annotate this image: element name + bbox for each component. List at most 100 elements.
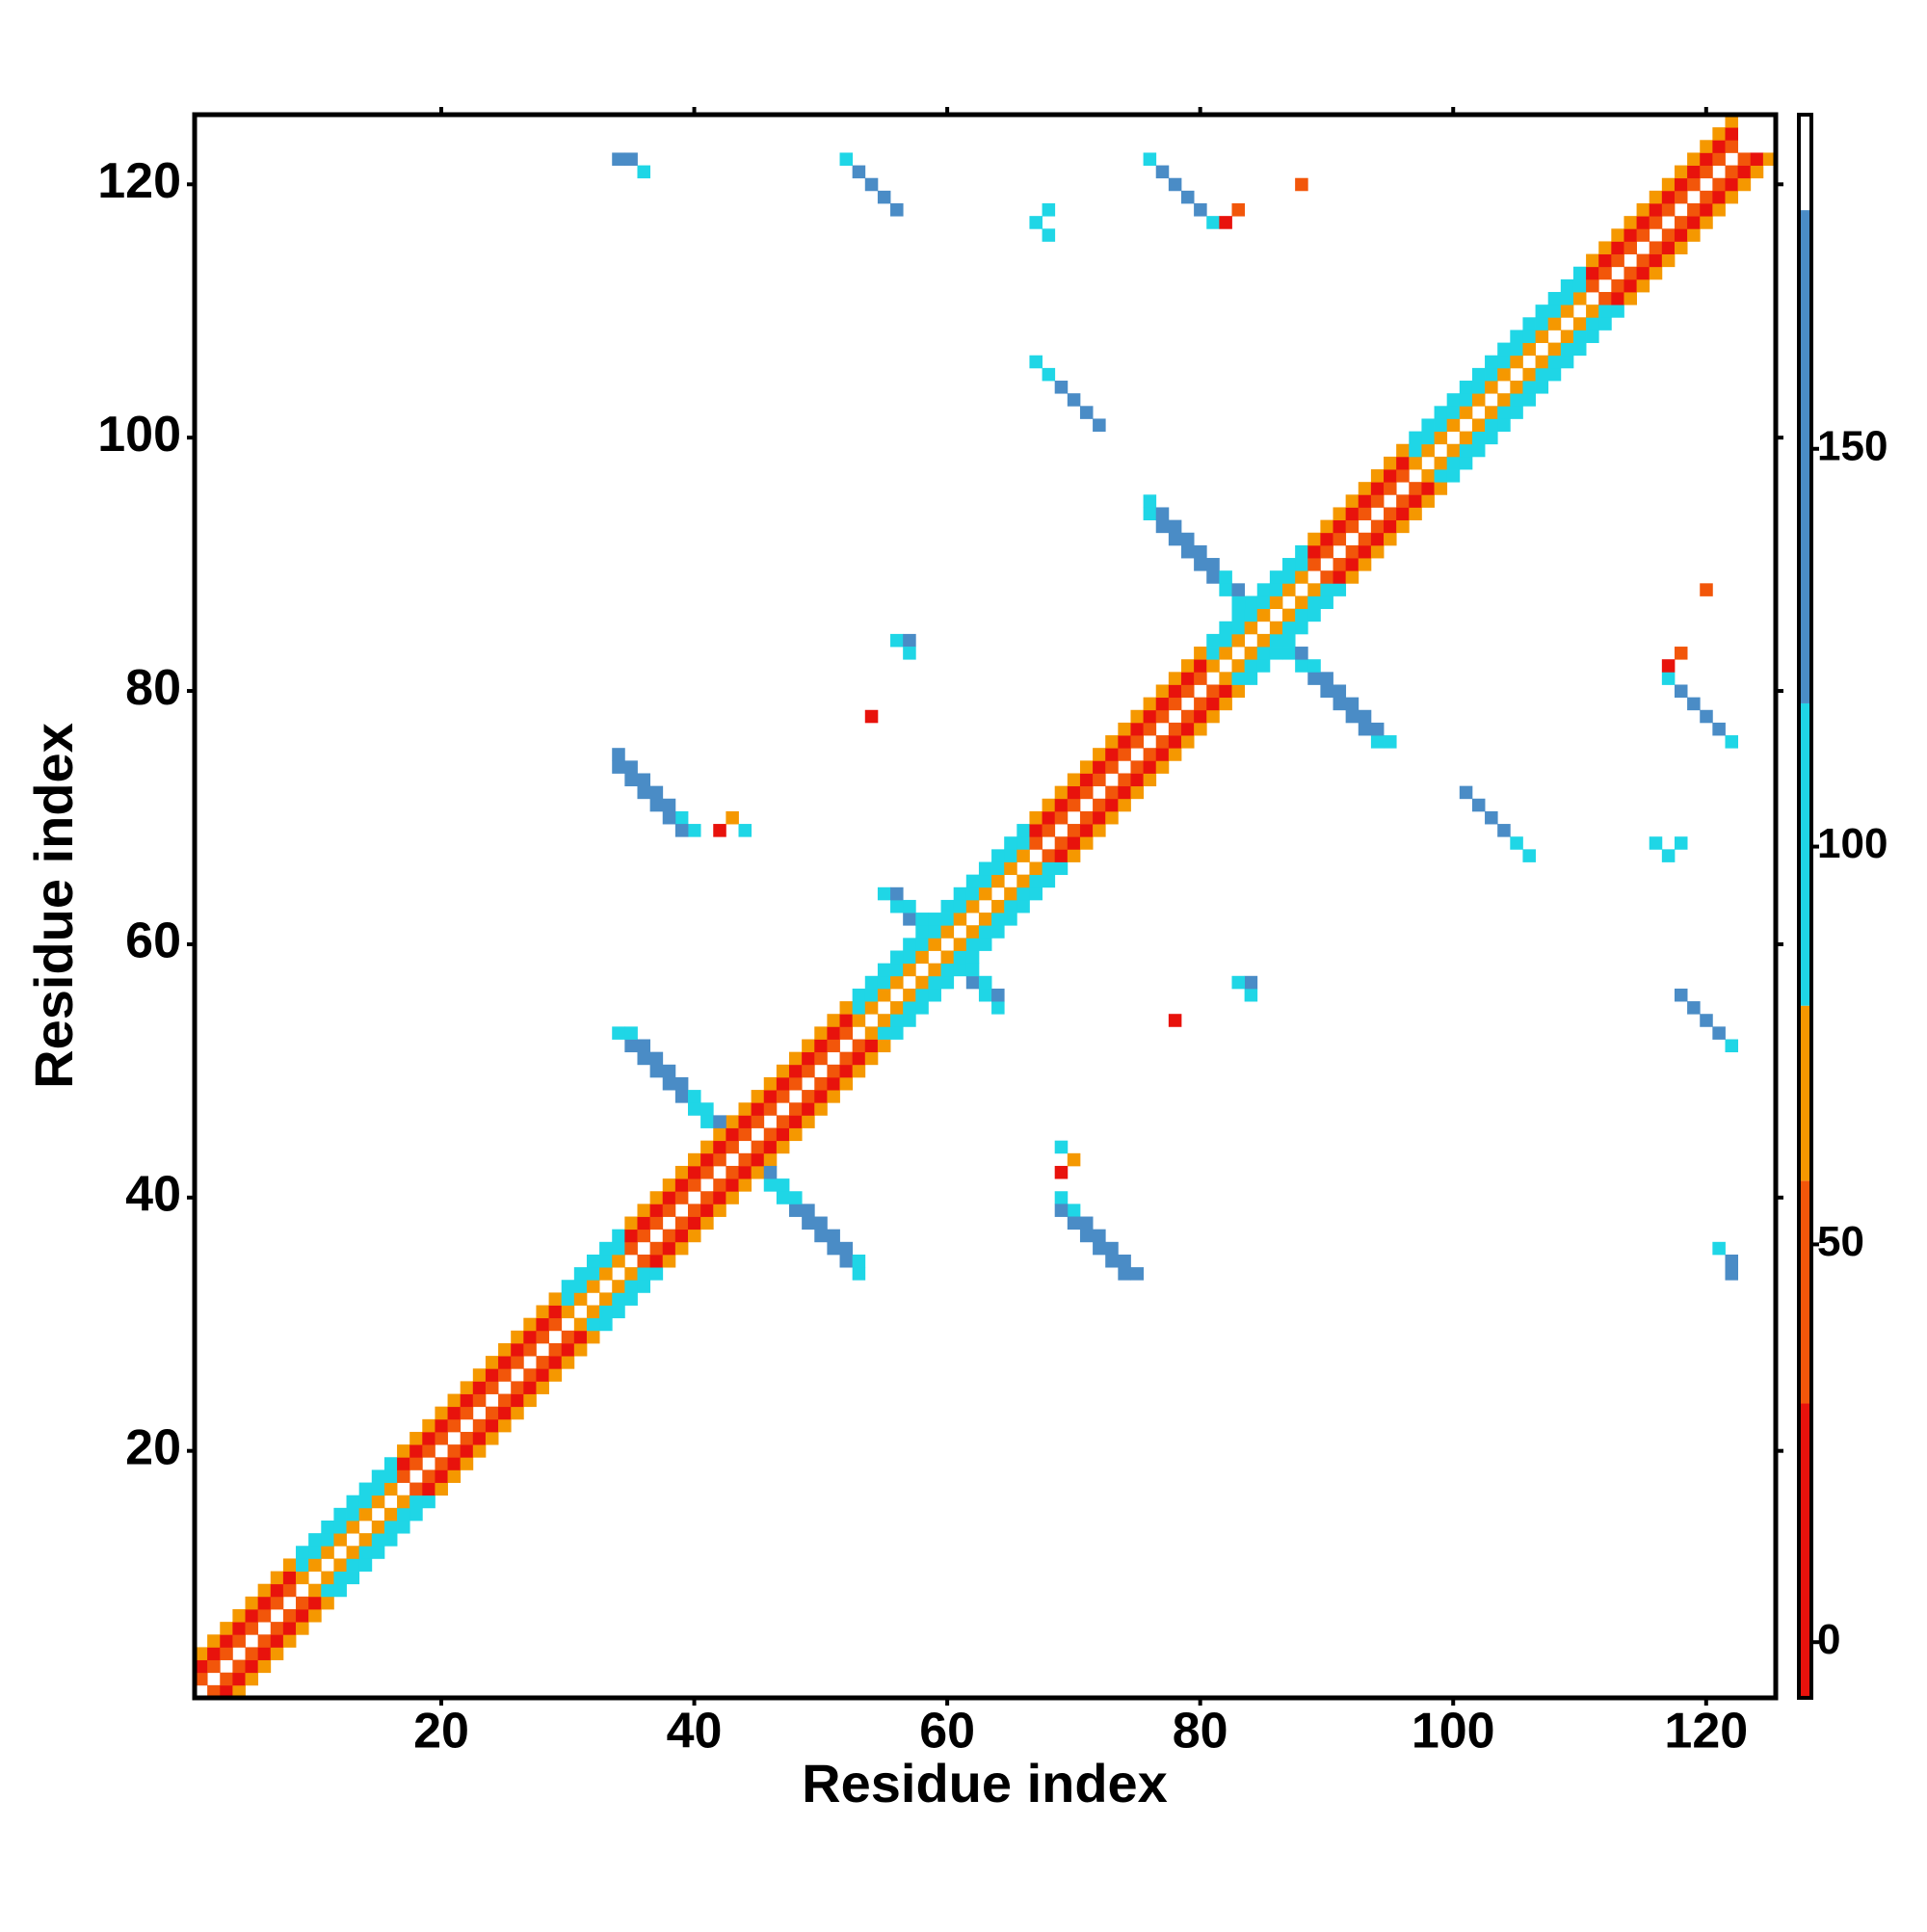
cell — [903, 988, 916, 1002]
cell — [965, 975, 980, 990]
cell — [282, 1622, 297, 1635]
cell — [649, 1051, 664, 1066]
cell — [928, 963, 941, 977]
cell — [1370, 519, 1385, 534]
cell — [1649, 253, 1663, 268]
cell — [1712, 722, 1726, 736]
cell — [257, 1659, 272, 1674]
cell — [802, 1216, 815, 1231]
cell — [1093, 1229, 1106, 1243]
cell — [1674, 684, 1688, 699]
cell — [649, 1204, 664, 1217]
cell — [1105, 1241, 1119, 1256]
cell — [726, 1165, 739, 1179]
cell — [1180, 532, 1195, 546]
cell — [1180, 659, 1195, 673]
cell — [371, 1546, 385, 1559]
cell — [612, 1292, 625, 1306]
cell — [1219, 684, 1232, 699]
cell — [460, 1406, 474, 1420]
cell — [523, 1317, 537, 1332]
cell — [1244, 647, 1258, 660]
cell — [1042, 810, 1056, 825]
cell — [321, 1571, 334, 1585]
cell — [1737, 152, 1752, 166]
cell — [523, 1342, 537, 1357]
cell — [1560, 342, 1574, 357]
cell — [599, 1267, 613, 1281]
cell — [561, 1305, 575, 1319]
cell — [1295, 608, 1308, 622]
cell — [1067, 773, 1081, 787]
cell — [1180, 190, 1195, 204]
cell — [978, 938, 992, 951]
cell — [1636, 278, 1650, 293]
cell — [1320, 684, 1333, 699]
cell — [435, 1457, 448, 1470]
cell — [548, 1305, 563, 1319]
cell — [397, 1444, 410, 1458]
cell — [612, 1241, 625, 1256]
cell — [371, 1469, 385, 1483]
cell — [940, 950, 955, 965]
cell — [333, 1533, 347, 1547]
cell — [1522, 342, 1536, 357]
cell — [776, 1178, 790, 1192]
cell — [890, 1026, 904, 1040]
cell — [1586, 278, 1599, 293]
cell — [789, 1064, 803, 1078]
cell — [1194, 203, 1207, 217]
cell — [978, 887, 992, 901]
cell — [1674, 190, 1688, 204]
cell — [1155, 684, 1170, 699]
cell — [1143, 722, 1157, 736]
cell — [346, 1520, 360, 1534]
cell — [1586, 253, 1599, 268]
cell — [1522, 330, 1536, 343]
cell — [776, 1140, 790, 1154]
cell — [460, 1393, 474, 1408]
cell — [903, 913, 916, 926]
cell — [953, 938, 967, 951]
cell — [435, 1469, 448, 1483]
cell — [751, 1140, 765, 1154]
cell — [687, 824, 701, 837]
cell — [776, 1115, 790, 1128]
cell — [207, 1684, 221, 1699]
cell — [1459, 443, 1473, 458]
cell — [1307, 659, 1321, 673]
y-tick-label: 20 — [125, 1419, 181, 1475]
cell — [1471, 798, 1486, 812]
cell — [1105, 798, 1119, 812]
cell — [1042, 228, 1056, 242]
cell — [662, 1204, 676, 1217]
cell — [903, 938, 916, 951]
cell — [1168, 1014, 1182, 1027]
cell — [877, 975, 891, 990]
cell — [700, 1165, 714, 1179]
cell — [1598, 253, 1612, 268]
cell — [1358, 494, 1372, 508]
cell — [245, 1672, 259, 1686]
cell — [1370, 544, 1385, 559]
cell — [1168, 672, 1182, 685]
cell — [674, 1090, 689, 1103]
cell — [713, 1152, 726, 1167]
cell — [333, 1520, 347, 1534]
cell — [852, 1001, 866, 1015]
cell — [1409, 431, 1422, 445]
cell — [1725, 190, 1739, 204]
cell — [864, 1001, 879, 1015]
cell — [687, 1178, 701, 1192]
cell — [586, 1280, 600, 1293]
cell — [207, 1634, 221, 1648]
cell — [928, 938, 941, 951]
cell — [1307, 532, 1321, 546]
cell — [1725, 165, 1739, 179]
x-tick-label: 20 — [413, 1704, 469, 1760]
cell — [207, 1659, 221, 1674]
cell — [1687, 216, 1701, 229]
cell — [1384, 482, 1397, 495]
cell — [321, 1546, 334, 1559]
